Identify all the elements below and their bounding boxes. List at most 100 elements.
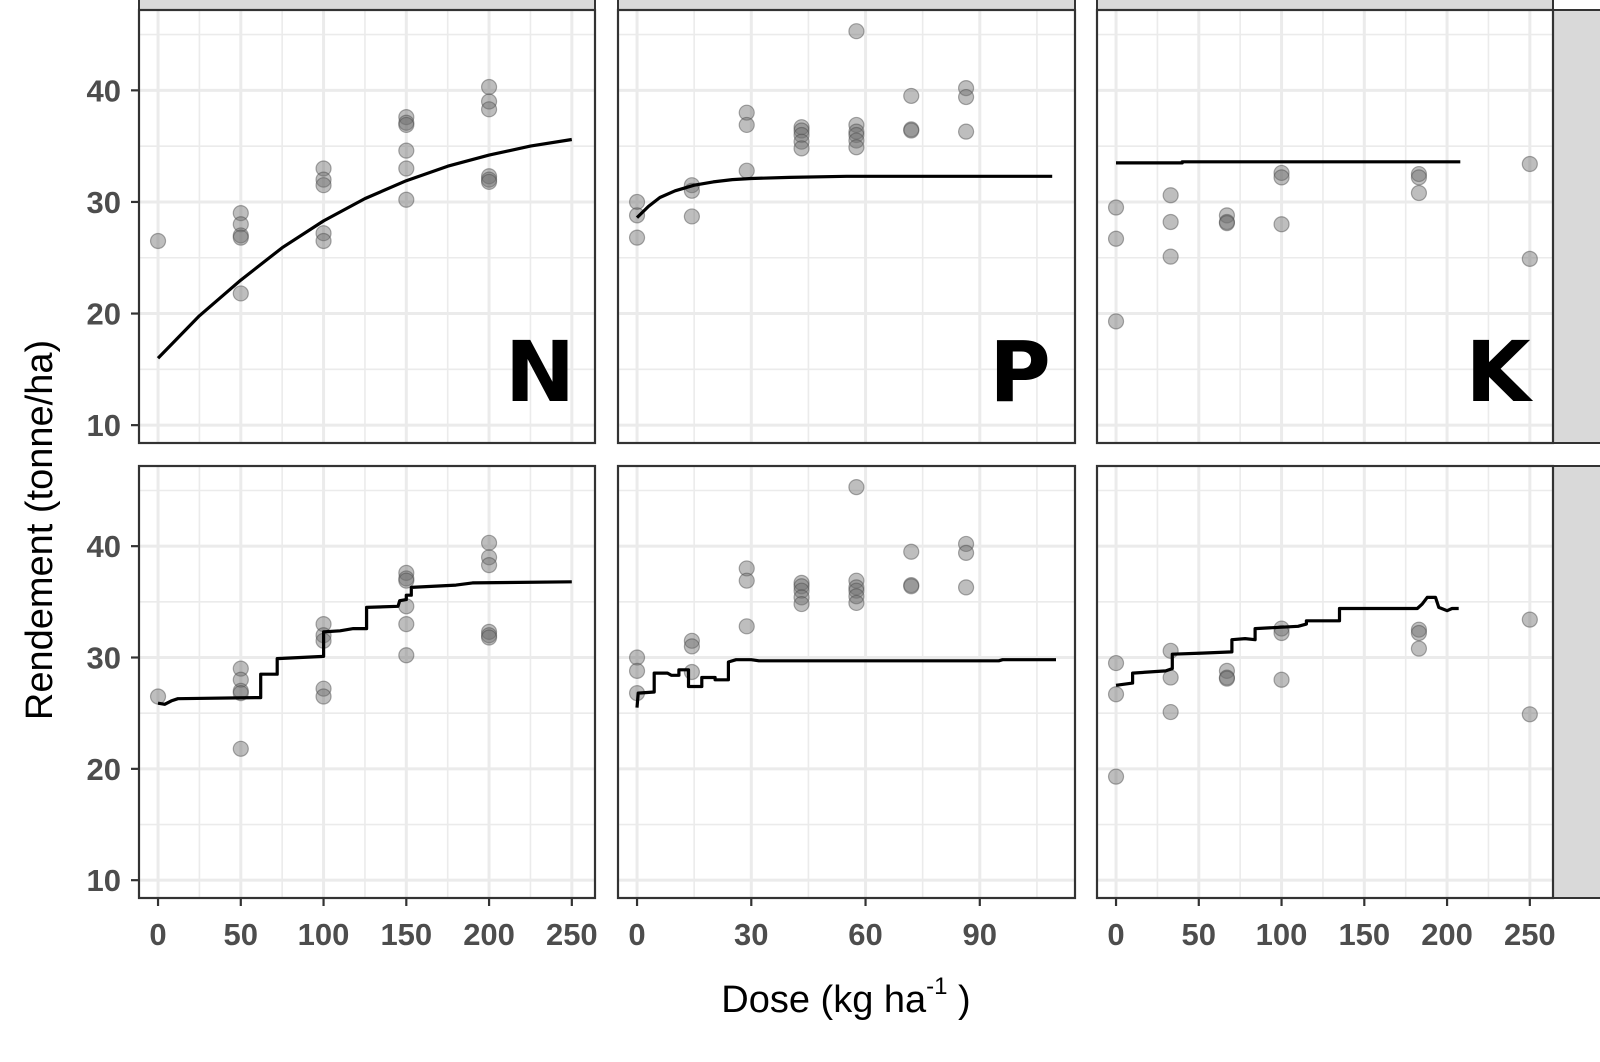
data-point bbox=[1107, 768, 1125, 785]
y-tick-label: 20 bbox=[87, 752, 121, 787]
fitted-line bbox=[635, 174, 1053, 219]
data-point bbox=[1410, 624, 1428, 642]
data-point bbox=[1162, 703, 1179, 721]
y-tick-label: 30 bbox=[87, 185, 121, 220]
panel-border bbox=[137, 464, 597, 900]
data-point bbox=[398, 160, 415, 177]
x-tick-label: 30 bbox=[734, 917, 768, 952]
data-point bbox=[957, 80, 975, 97]
data-point bbox=[232, 216, 249, 233]
facet-strip-right bbox=[1552, 9, 1600, 444]
data-point bbox=[398, 564, 415, 581]
data-point bbox=[398, 570, 415, 587]
x-tick-label: 50 bbox=[224, 917, 258, 952]
data-point bbox=[315, 177, 332, 194]
data-point bbox=[232, 229, 249, 246]
data-point bbox=[232, 740, 249, 757]
data-point bbox=[1218, 669, 1236, 686]
data-point bbox=[480, 173, 498, 190]
x-axis-title-main: Dose (kg ha bbox=[721, 979, 927, 1021]
panel-border bbox=[1095, 8, 1555, 445]
x-tick-label: 250 bbox=[546, 917, 598, 952]
panel-border bbox=[137, 8, 597, 445]
data-point bbox=[903, 121, 920, 138]
data-point bbox=[1107, 313, 1125, 330]
data-point bbox=[480, 168, 498, 185]
y-axis-title: Rendement (tonne/ha) bbox=[19, 340, 61, 720]
data-point bbox=[848, 594, 865, 612]
data-point bbox=[848, 588, 865, 605]
facet-strip-top bbox=[1096, 0, 1554, 11]
x-tick-label: 0 bbox=[149, 917, 166, 952]
fitted-line bbox=[1115, 595, 1459, 687]
data-point bbox=[793, 126, 810, 144]
data-point bbox=[232, 285, 249, 302]
data-point bbox=[398, 142, 415, 159]
data-point bbox=[848, 123, 865, 140]
data-point bbox=[1273, 169, 1290, 186]
data-point bbox=[793, 140, 810, 157]
axes: 10 20 30 40 10 20 30 40 0 50 100 150 200 250 0 30 60 90 0 5… bbox=[87, 73, 1556, 952]
data-point bbox=[1107, 654, 1125, 672]
data-point bbox=[1273, 671, 1290, 688]
data-point bbox=[628, 662, 646, 679]
x-tick-label: 200 bbox=[1421, 917, 1473, 952]
fitted-line bbox=[635, 658, 1056, 708]
data-point bbox=[683, 663, 700, 681]
panel-border bbox=[1095, 464, 1555, 900]
y-tick-label: 20 bbox=[87, 297, 121, 332]
data-point bbox=[793, 582, 810, 599]
x-tick-label: 150 bbox=[380, 917, 432, 952]
data-point bbox=[1410, 184, 1428, 202]
panel-border bbox=[616, 464, 1077, 900]
y-tick-label: 10 bbox=[87, 408, 121, 443]
data-point bbox=[398, 572, 415, 589]
data-point bbox=[480, 556, 498, 574]
panel-background bbox=[1097, 10, 1553, 443]
fitted-line bbox=[156, 137, 573, 360]
data-point bbox=[903, 87, 920, 105]
data-point bbox=[315, 160, 332, 177]
data-point bbox=[793, 133, 810, 150]
data-point bbox=[848, 579, 865, 596]
facet-strip-top bbox=[617, 0, 1076, 11]
data-point bbox=[957, 579, 975, 596]
data-point bbox=[149, 688, 167, 705]
y-tick-label: 40 bbox=[87, 529, 121, 564]
x-tick-label: 200 bbox=[463, 917, 515, 952]
x-tick-label: 60 bbox=[848, 917, 882, 952]
data-point bbox=[1521, 250, 1538, 267]
data-point bbox=[628, 649, 646, 666]
data-point bbox=[957, 535, 975, 553]
data-point bbox=[315, 225, 332, 242]
panel-P-top-row: P bbox=[616, 8, 1077, 445]
data-point bbox=[1218, 215, 1236, 232]
data-point bbox=[1107, 686, 1125, 703]
fitted-line bbox=[1116, 160, 1461, 165]
panel-N-top-row: N bbox=[137, 8, 597, 445]
x-axis-title: Dose (kg ha-1 ) bbox=[721, 973, 970, 1021]
data-point bbox=[1521, 706, 1538, 723]
data-point bbox=[738, 572, 755, 589]
data-point bbox=[793, 589, 810, 606]
data-point bbox=[848, 23, 865, 40]
panel-border bbox=[616, 8, 1077, 445]
data-point bbox=[398, 191, 415, 208]
data-point bbox=[848, 479, 865, 496]
data-point bbox=[683, 638, 700, 655]
y-tick-label: 30 bbox=[87, 641, 121, 676]
panel-P-bottom-row bbox=[616, 464, 1077, 900]
data-point bbox=[1273, 164, 1290, 182]
data-point bbox=[398, 116, 415, 134]
data-point bbox=[1218, 662, 1236, 679]
data-point bbox=[315, 232, 332, 250]
data-point bbox=[848, 139, 865, 156]
data-point bbox=[315, 171, 332, 188]
data-point bbox=[1218, 670, 1236, 687]
data-point bbox=[903, 578, 920, 595]
data-point bbox=[1410, 169, 1428, 186]
data-point bbox=[480, 629, 498, 646]
data-point bbox=[1218, 213, 1236, 231]
